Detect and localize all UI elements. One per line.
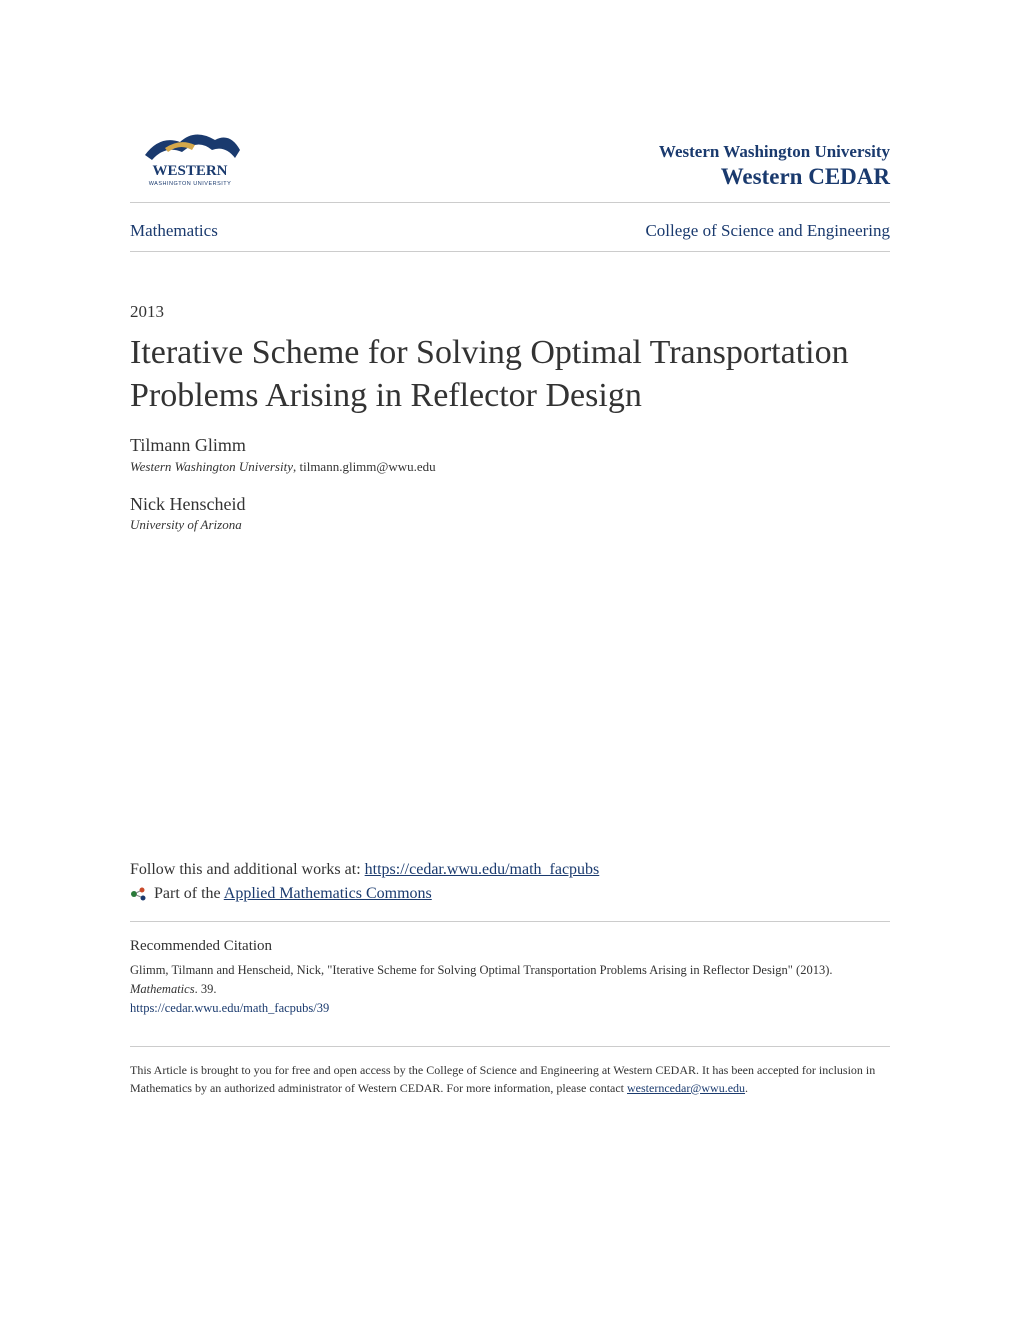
footer-part1: This Article is brought to you for free …	[130, 1063, 875, 1095]
author-name: Tilmann Glimm	[130, 435, 890, 456]
author-affiliation: Western Washington University	[130, 459, 293, 474]
author-affiliation-line: Western Washington University, tilmann.g…	[130, 458, 890, 476]
article-title: Iterative Scheme for Solving Optimal Tra…	[130, 332, 890, 417]
header-section: WESTERN WASHINGTON UNIVERSITY Western Wa…	[130, 120, 890, 203]
follow-line: Follow this and additional works at: htt…	[130, 861, 890, 879]
svg-text:WESTERN: WESTERN	[152, 163, 227, 179]
institution-name: Western Washington University	[659, 142, 890, 162]
nav-right-link[interactable]: College of Science and Engineering	[645, 221, 890, 241]
network-icon	[130, 885, 148, 903]
partof-prefix: Part of the	[154, 885, 224, 902]
author-affiliation: University of Arizona	[130, 517, 890, 533]
nav-row: Mathematics College of Science and Engin…	[130, 211, 890, 252]
footer-email-link[interactable]: westerncedar@wwu.edu	[627, 1081, 745, 1095]
citation-series: Mathematics	[130, 982, 195, 996]
citation-link[interactable]: https://cedar.wwu.edu/math_facpubs/39	[130, 1001, 890, 1047]
partof-text: Part of the Applied Mathematics Commons	[154, 885, 432, 903]
logo: WESTERN WASHINGTON UNIVERSITY	[130, 120, 250, 190]
publication-year: 2013	[130, 302, 890, 322]
author-name: Nick Henscheid	[130, 494, 890, 515]
author-email: , tilmann.glimm@wwu.edu	[293, 459, 436, 474]
western-logo-icon: WESTERN WASHINGTON UNIVERSITY	[130, 120, 250, 190]
footer-part2: .	[745, 1081, 748, 1095]
citation-heading: Recommended Citation	[130, 938, 890, 955]
citation-part2: . 39.	[195, 982, 217, 996]
partof-line: Part of the Applied Mathematics Commons	[130, 885, 890, 922]
citation-part1: Glimm, Tilmann and Henscheid, Nick, "Ite…	[130, 963, 832, 977]
footer-text: This Article is brought to you for free …	[130, 1061, 890, 1097]
svg-text:WASHINGTON UNIVERSITY: WASHINGTON UNIVERSITY	[149, 181, 232, 187]
repository-name: Western CEDAR	[659, 164, 890, 190]
nav-left-link[interactable]: Mathematics	[130, 221, 218, 241]
author-block-2: Nick Henscheid University of Arizona	[130, 494, 890, 533]
citation-text: Glimm, Tilmann and Henscheid, Nick, "Ite…	[130, 961, 890, 999]
spacer	[130, 551, 890, 861]
follow-prefix: Follow this and additional works at:	[130, 861, 365, 878]
author-block-1: Tilmann Glimm Western Washington Univers…	[130, 435, 890, 476]
follow-url-link[interactable]: https://cedar.wwu.edu/math_facpubs	[365, 861, 600, 878]
institution-block: Western Washington University Western CE…	[659, 142, 890, 190]
partof-link[interactable]: Applied Mathematics Commons	[224, 885, 432, 902]
